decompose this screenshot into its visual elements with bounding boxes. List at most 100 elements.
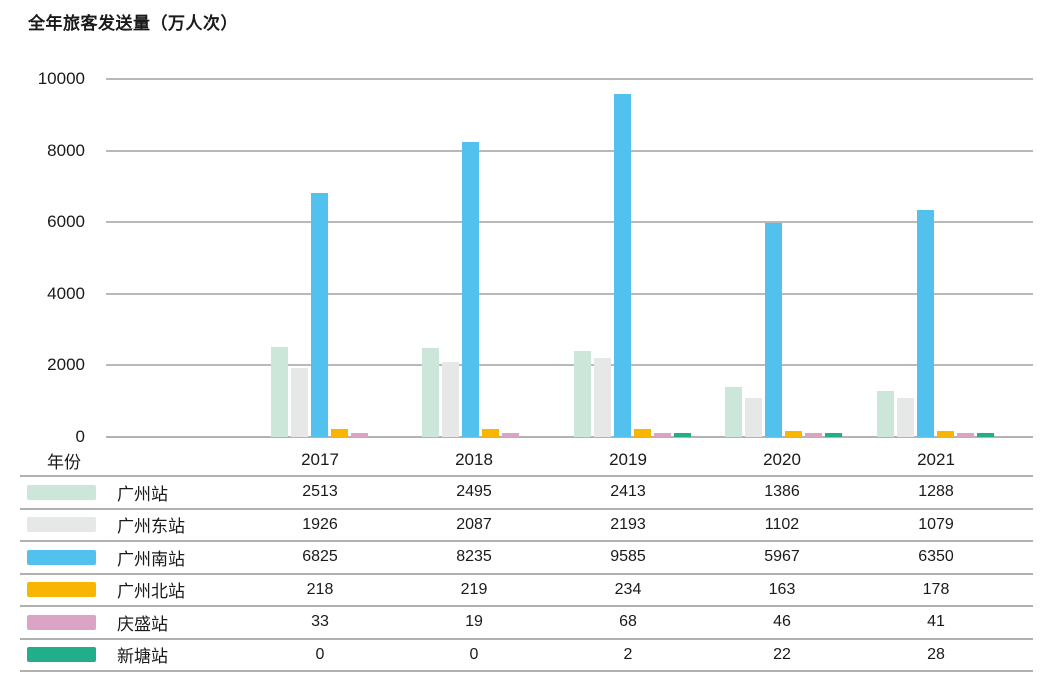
table-row: 庆盛站 33 19 68 46 41 — [20, 607, 1033, 640]
station-name: 广州北站 — [117, 582, 185, 602]
y-axis-tick-label: 8000 — [47, 140, 85, 160]
bar-广州北站-2017 — [330, 429, 348, 437]
value-cell: 22 — [773, 645, 791, 663]
bar-group-2019 — [573, 79, 691, 437]
bar-广州东站-2021 — [896, 398, 914, 437]
bar-广州站-2020 — [725, 387, 742, 437]
data-table: 年份 2017 2018 2019 2020 2021 广州站 2513 2495 2413 1… — [20, 445, 1033, 672]
bar-group-2020 — [725, 79, 842, 437]
value-cell: 218 — [306, 580, 334, 598]
legend-swatch — [27, 614, 96, 630]
value-cell: 2513 — [302, 483, 338, 501]
value-cell: 0 — [469, 645, 479, 663]
gridline — [106, 292, 1033, 295]
y-axis-tick-label: 0 — [75, 427, 85, 446]
year-row-header: 年份 — [47, 452, 81, 472]
year-column-header: 2020 — [763, 450, 801, 469]
gridline — [106, 221, 1033, 224]
station-name: 庆盛站 — [117, 614, 168, 634]
value-cell: 19 — [465, 613, 483, 631]
year-column-header: 2017 — [301, 450, 339, 469]
legend-swatch — [27, 484, 96, 500]
bar-广州北站-2018 — [482, 429, 499, 437]
bar-广州东站-2020 — [745, 398, 762, 437]
value-cell: 2193 — [610, 515, 646, 533]
value-cell: 2 — [623, 645, 633, 663]
bar-新塘站-2020 — [825, 433, 842, 437]
value-cell: 234 — [614, 580, 642, 598]
station-name: 广州南站 — [117, 549, 185, 569]
value-cell: 2413 — [610, 483, 646, 501]
gridline — [106, 149, 1033, 152]
bar-广州南站-2018 — [462, 142, 479, 437]
value-cell: 1386 — [764, 483, 800, 501]
value-cell: 46 — [773, 613, 791, 631]
bar-group-2018 — [422, 79, 539, 437]
bar-新塘站-2021 — [976, 433, 994, 437]
bar-庆盛站-2019 — [653, 433, 671, 437]
bar-广州东站-2019 — [593, 358, 611, 437]
value-cell: 33 — [311, 613, 329, 631]
bar-广州北站-2021 — [936, 431, 954, 437]
value-cell: 2087 — [456, 515, 492, 533]
bar-广州东站-2017 — [290, 368, 308, 437]
legend-swatch — [27, 647, 96, 663]
value-cell: 178 — [922, 580, 950, 598]
bar-group-2017 — [270, 79, 388, 437]
bar-广州北站-2020 — [785, 431, 802, 437]
station-name: 新塘站 — [117, 647, 168, 667]
station-name: 广州东站 — [117, 517, 185, 537]
table-row: 广州站 2513 2495 2413 1386 1288 — [20, 477, 1033, 510]
gridline — [106, 364, 1033, 367]
bar-广州南站-2019 — [613, 94, 631, 437]
table-row: 广州东站 1926 2087 2193 1102 1079 — [20, 510, 1033, 542]
station-label-cell: 庆盛站 — [20, 610, 243, 635]
year-column-header: 2018 — [455, 450, 493, 469]
value-cell: 9585 — [610, 548, 646, 566]
value-cell: 6825 — [302, 548, 338, 566]
value-cell: 1288 — [918, 483, 954, 501]
station-label-cell: 广州南站 — [20, 545, 243, 570]
station-label-cell: 新塘站 — [20, 642, 243, 667]
value-cell: 8235 — [456, 548, 492, 566]
bar-广州南站-2021 — [916, 210, 934, 437]
value-cell: 1102 — [764, 515, 800, 533]
bar-庆盛站-2017 — [350, 433, 368, 437]
bar-庆盛站-2018 — [502, 433, 519, 437]
value-cell: 6350 — [918, 548, 954, 566]
bar-广州站-2017 — [270, 347, 288, 437]
table-row: 广州北站 218 219 234 163 178 — [20, 575, 1033, 607]
bar-chart: 0 2000 4000 6000 8000 10000 — [37, 69, 1033, 446]
chart-title: 全年旅客发送量（万人次） — [28, 14, 238, 33]
bar-庆盛站-2021 — [956, 433, 974, 437]
bar-广州南站-2020 — [765, 223, 782, 437]
legend-swatch — [27, 549, 96, 565]
y-axis-tick-label: 10000 — [37, 69, 85, 88]
year-column-header: 2021 — [917, 450, 955, 469]
value-cell: 5967 — [764, 548, 800, 566]
y-axis-tick-label: 6000 — [47, 212, 85, 232]
value-cell: 28 — [927, 645, 945, 663]
bar-广州东站-2018 — [442, 362, 459, 437]
table-row: 新塘站 0 0 2 22 28 — [20, 640, 1033, 672]
bar-group-2021 — [876, 79, 994, 437]
x-axis-baseline — [106, 436, 1033, 438]
bar-广州南站-2017 — [310, 193, 328, 437]
value-cell: 1079 — [918, 515, 954, 533]
bar-新塘站-2019 — [673, 433, 691, 437]
value-cell: 1926 — [302, 515, 338, 533]
y-axis-tick-label: 4000 — [47, 283, 85, 303]
bar-庆盛站-2020 — [805, 433, 822, 437]
gridline — [106, 78, 1033, 80]
value-cell: 219 — [460, 580, 488, 598]
y-axis-tick-label: 2000 — [47, 355, 85, 375]
bar-广州北站-2019 — [633, 429, 651, 437]
value-cell: 41 — [927, 613, 945, 631]
value-cell: 68 — [619, 613, 637, 631]
value-cell: 0 — [315, 645, 325, 663]
table-header-row: 年份 2017 2018 2019 2020 2021 — [20, 445, 1033, 477]
bar-广州站-2021 — [876, 391, 894, 437]
station-label-cell: 广州东站 — [20, 512, 243, 537]
station-name: 广州站 — [117, 484, 168, 504]
